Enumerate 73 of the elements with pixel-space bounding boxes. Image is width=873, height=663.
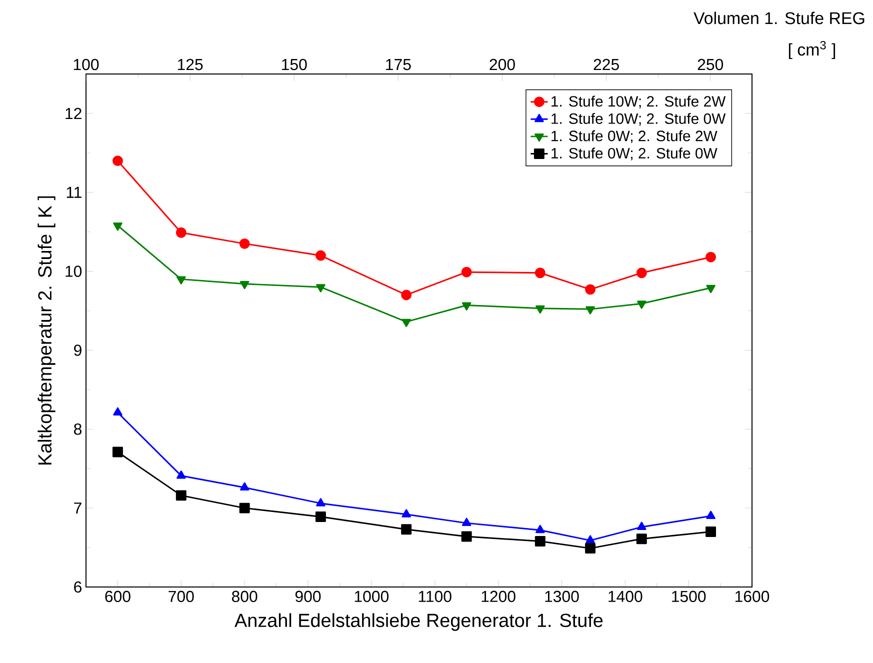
- point: [706, 284, 716, 294]
- point: [586, 535, 595, 544]
- point: [636, 534, 647, 544]
- point: [316, 498, 326, 506]
- point: [637, 522, 646, 530]
- point: [176, 470, 186, 479]
- x-tick-label: 1200: [482, 590, 516, 602]
- point: [636, 268, 647, 278]
- point: [462, 302, 472, 310]
- x2-tick-label: 200: [490, 58, 515, 70]
- point: [706, 510, 716, 519]
- point: [585, 543, 596, 554]
- point: [240, 280, 250, 290]
- legend-label: 1. Stufe 10W; 2. Stufe 2W: [552, 96, 726, 108]
- x-tick-label: 800: [232, 590, 258, 602]
- point: [534, 268, 546, 278]
- x2-tick-label: 125: [178, 58, 203, 70]
- x-tick-label: 1400: [608, 590, 642, 602]
- x-tick-label: 1300: [545, 590, 579, 602]
- x-tick-label: 1000: [354, 590, 389, 602]
- point: [461, 531, 472, 542]
- y-axis-title: Kaltkopftemperatur 2. Stufe [ K ]: [38, 196, 56, 464]
- x2-tick-label: 100: [74, 58, 99, 70]
- point: [176, 276, 186, 284]
- x-axis-title: Anzahl Edelstahlsiebe Regenerator 1. Stufe: [234, 613, 603, 631]
- point: [536, 305, 545, 314]
- x2-tick-label: 250: [698, 58, 724, 70]
- point: [462, 518, 472, 526]
- point: [534, 536, 546, 546]
- x-tick-label: 600: [105, 590, 130, 602]
- text: [ cm$^{3}$ ]: [788, 40, 836, 60]
- point: [401, 524, 412, 535]
- legend-label: 1. Stufe 0W; 2. Stufe 0W: [552, 148, 718, 160]
- y-tick-label: 7: [74, 502, 82, 514]
- point: [112, 156, 123, 166]
- x-tick-label: 900: [295, 590, 321, 602]
- point: [585, 284, 596, 295]
- x2-tick-label: 150: [282, 58, 307, 70]
- point: [239, 502, 250, 514]
- point: [706, 252, 716, 262]
- x-tick-label: 1600: [736, 590, 770, 602]
- point: [402, 318, 411, 328]
- y-tick-label: 12: [66, 108, 82, 120]
- x-tick-label: 700: [168, 590, 194, 602]
- y-tick-label: 9: [74, 344, 82, 356]
- point: [176, 227, 186, 238]
- point: [637, 300, 646, 309]
- point: [706, 526, 716, 537]
- x2-axis-title: Volumen 1. Stufe REG: [694, 12, 864, 24]
- point: [315, 250, 326, 261]
- x2-tick-label: 175: [386, 59, 411, 70]
- point: [240, 482, 250, 491]
- point: [113, 407, 122, 416]
- point: [315, 512, 326, 522]
- point: [586, 306, 595, 314]
- y-tick-label: 10: [66, 266, 82, 277]
- point: [402, 509, 411, 518]
- y-tick-label: 6: [74, 581, 82, 593]
- legend-label: 1. Stufe 0W; 2. Stufe 2W: [552, 130, 718, 144]
- point: [536, 524, 545, 534]
- point: [113, 222, 122, 231]
- y-tick-label: 8: [74, 424, 82, 435]
- legend-label: 1. Stufe 10W; 2. Stufe 0W: [552, 113, 726, 126]
- point: [316, 284, 326, 292]
- x2-tick-label: 225: [594, 58, 619, 70]
- x-tick-label: 1500: [672, 590, 706, 602]
- point: [112, 446, 123, 458]
- x-tick-label: 1100: [418, 590, 452, 602]
- point: [461, 266, 472, 278]
- point: [239, 238, 250, 249]
- y-tick-label: 11: [66, 186, 82, 198]
- point: [401, 290, 412, 300]
- point: [176, 490, 186, 501]
